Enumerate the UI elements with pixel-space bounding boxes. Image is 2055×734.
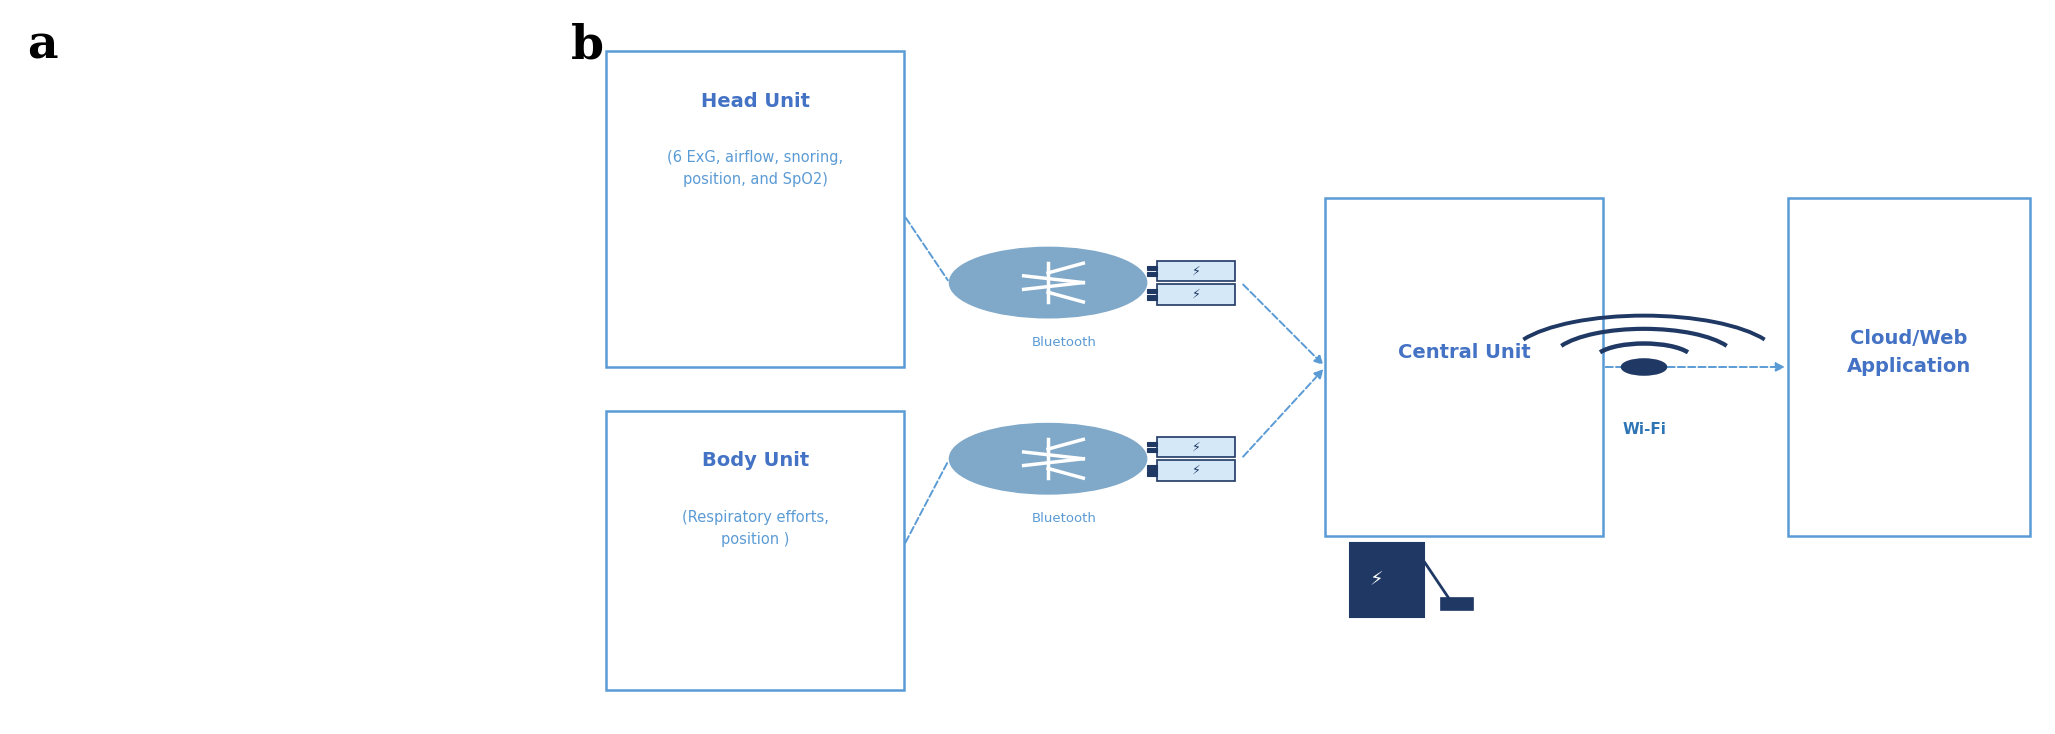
Text: Wi-Fi: Wi-Fi bbox=[1621, 422, 1667, 437]
FancyBboxPatch shape bbox=[1325, 198, 1603, 536]
Circle shape bbox=[949, 247, 1147, 318]
Text: b: b bbox=[571, 22, 604, 68]
Text: ⚡: ⚡ bbox=[1192, 464, 1200, 477]
FancyBboxPatch shape bbox=[1147, 289, 1157, 294]
FancyBboxPatch shape bbox=[1147, 272, 1157, 276]
Text: Cloud/Web
Application: Cloud/Web Application bbox=[1847, 329, 1971, 376]
Circle shape bbox=[1621, 359, 1667, 375]
FancyBboxPatch shape bbox=[1147, 471, 1157, 476]
Text: Central Unit: Central Unit bbox=[1397, 343, 1531, 362]
FancyBboxPatch shape bbox=[1157, 460, 1235, 481]
FancyBboxPatch shape bbox=[1157, 284, 1235, 305]
FancyBboxPatch shape bbox=[1147, 442, 1157, 446]
Text: Bluetooth: Bluetooth bbox=[1032, 336, 1097, 349]
FancyBboxPatch shape bbox=[1350, 543, 1424, 617]
Text: Body Unit: Body Unit bbox=[701, 451, 810, 470]
Text: Head Unit: Head Unit bbox=[701, 92, 810, 111]
FancyBboxPatch shape bbox=[606, 411, 904, 690]
FancyBboxPatch shape bbox=[606, 51, 904, 367]
FancyBboxPatch shape bbox=[1157, 261, 1235, 281]
Text: (6 ExG, airflow, snoring,
position, and SpO2): (6 ExG, airflow, snoring, position, and … bbox=[668, 150, 843, 187]
FancyBboxPatch shape bbox=[1147, 295, 1157, 299]
Circle shape bbox=[949, 424, 1147, 494]
Text: (Respiratory efforts,
position ): (Respiratory efforts, position ) bbox=[682, 510, 828, 547]
Text: ⚡: ⚡ bbox=[1192, 440, 1200, 454]
FancyBboxPatch shape bbox=[1147, 266, 1157, 270]
Text: ⚡: ⚡ bbox=[1192, 288, 1200, 301]
FancyBboxPatch shape bbox=[1441, 598, 1473, 610]
FancyBboxPatch shape bbox=[1157, 437, 1235, 457]
Text: Bluetooth: Bluetooth bbox=[1032, 512, 1097, 526]
Text: ⚡: ⚡ bbox=[1369, 570, 1383, 589]
FancyBboxPatch shape bbox=[1147, 465, 1157, 470]
FancyBboxPatch shape bbox=[1788, 198, 2030, 536]
Text: a: a bbox=[27, 22, 58, 68]
FancyBboxPatch shape bbox=[1147, 448, 1157, 452]
Text: ⚡: ⚡ bbox=[1192, 264, 1200, 277]
